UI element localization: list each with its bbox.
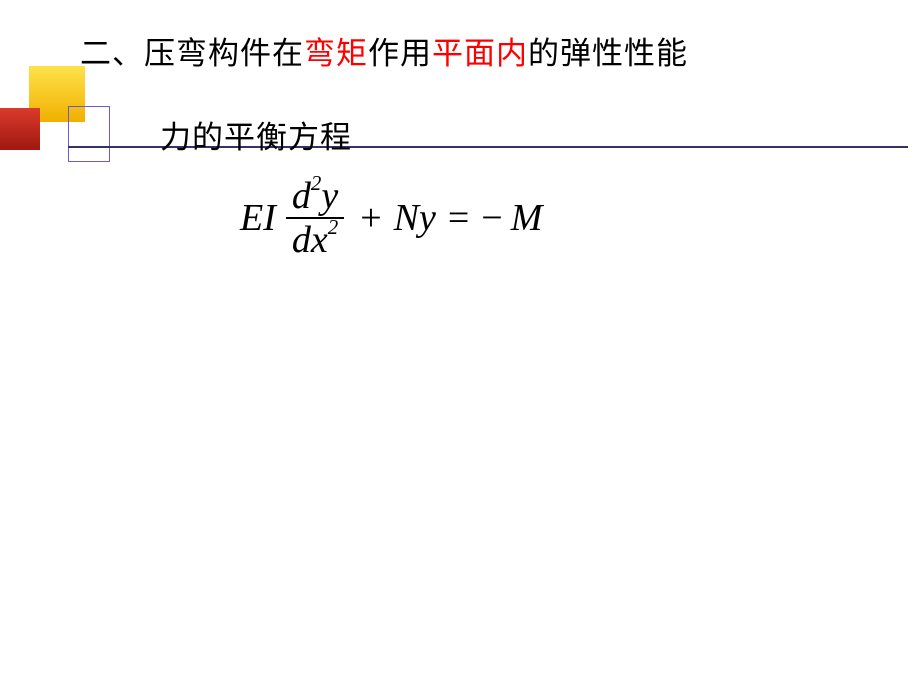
eq-equals: = [448, 196, 469, 240]
title-part1: 二、压弯构件在 [80, 36, 304, 71]
eq-den-x: x [311, 219, 328, 261]
eq-frac-den: dx2 [286, 219, 344, 261]
title-part4-red: 平面内 [432, 36, 528, 71]
eq-den-d: d [292, 219, 311, 261]
eq-den-exp: 2 [328, 215, 338, 239]
deco-red-square [0, 108, 40, 150]
slide: 二、压弯构件在弯矩作用平面内的弹性性能 力的平衡方程 EI d2y dx2 + … [0, 0, 920, 690]
deco-purple-outline [68, 106, 110, 162]
title-part2-red: 弯矩 [304, 36, 368, 71]
eq-fraction: d2y dx2 [286, 175, 344, 261]
title-part5: 的弹性性能 [528, 36, 688, 71]
equation: EI d2y dx2 + Ny = − M [240, 175, 542, 261]
eq-M: M [511, 196, 543, 240]
eq-plus: + [360, 196, 381, 240]
title-part3: 作用 [368, 36, 432, 71]
eq-num-exp: 2 [311, 171, 321, 195]
page-title: 二、压弯构件在弯矩作用平面内的弹性性能 [80, 28, 688, 73]
subtitle: 力的平衡方程 [160, 112, 352, 157]
eq-minus: − [481, 196, 502, 240]
eq-frac-num: d2y [286, 175, 344, 217]
eq-Ny: Ny [394, 196, 436, 240]
eq-num-d: d [292, 175, 311, 217]
eq-EI: EI [240, 196, 276, 240]
eq-num-y: y [321, 175, 338, 217]
